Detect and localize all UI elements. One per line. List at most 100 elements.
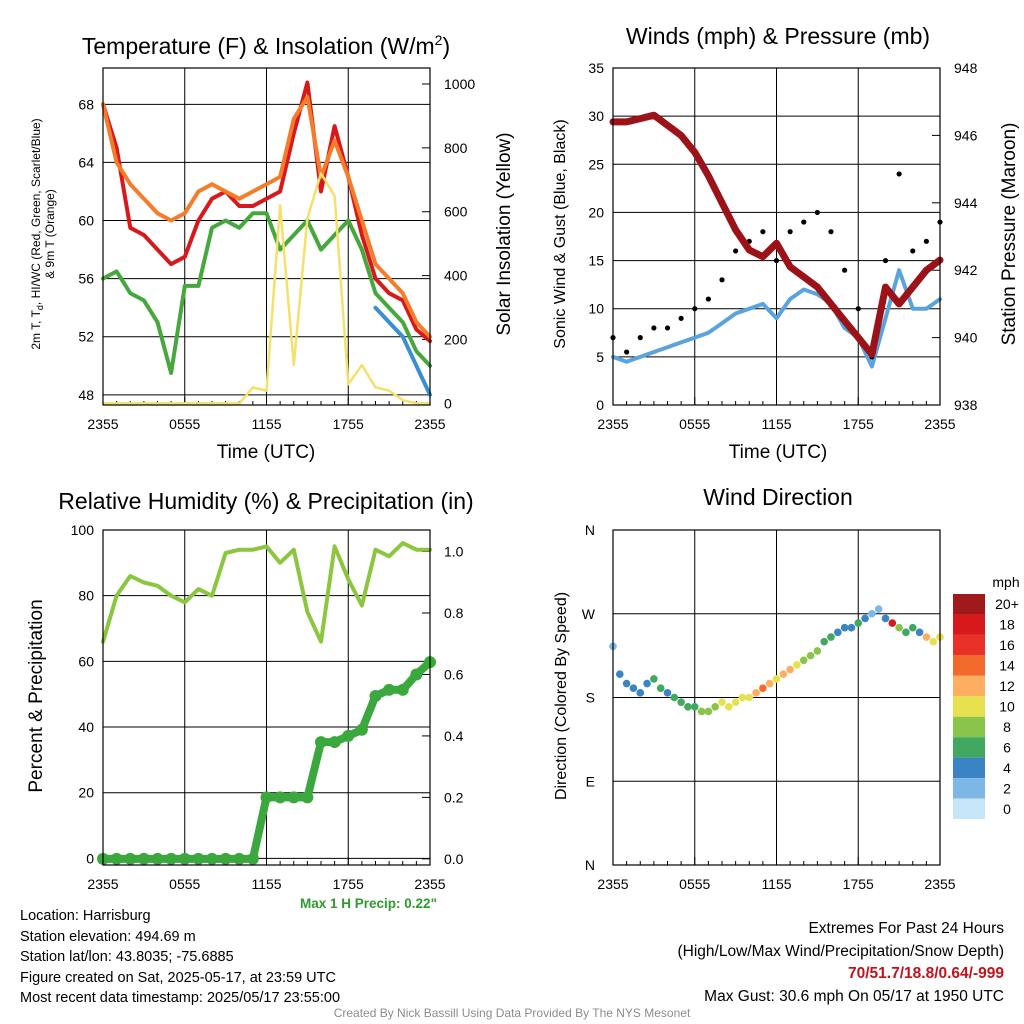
- humidity-panel: Relative Humidity (%) & Precipitation (i…: [26, 488, 474, 793]
- direction-point: [752, 689, 760, 697]
- y-tick-label: 48: [78, 387, 94, 403]
- pressure-axis-label: Station Pressure (Maroon): [999, 123, 1020, 346]
- direction-point: [874, 605, 883, 613]
- direction-point: [908, 623, 917, 632]
- legend-label: 4: [1003, 760, 1011, 776]
- precipitation-point: [137, 852, 150, 865]
- insolation-axis-label: Solar Insolation (Yellow): [494, 132, 515, 335]
- direction-point: [629, 684, 638, 692]
- legend-swatch: [953, 675, 985, 697]
- y-tick-label: 0: [86, 850, 94, 866]
- series-line: [101, 80, 432, 344]
- precipitation-point: [246, 852, 259, 865]
- gust-point: [705, 296, 711, 302]
- extremes-box: Extremes For Past 24 Hours (High/Low/Max…: [678, 918, 1005, 1008]
- direction-point: [806, 651, 815, 660]
- right-tick-label: 200: [444, 332, 468, 348]
- legend-swatch: [953, 614, 985, 635]
- precipitation-point: [301, 791, 314, 804]
- direction-point: [888, 619, 897, 627]
- legend-label: 14: [999, 658, 1015, 674]
- legend-label: 0: [1003, 801, 1011, 817]
- direction-point: [827, 633, 835, 641]
- humidity-axis-label: Percent & Precipitation: [26, 599, 47, 792]
- legend-swatch: [953, 696, 985, 717]
- legend-label: 2: [1003, 780, 1011, 796]
- direction-point: [861, 614, 869, 623]
- wind-axis-label: Sonic Wind & Gust (Blue, Black): [552, 119, 569, 348]
- direction-point: [759, 684, 767, 692]
- max-gust: Max Gust: 30.6 mph On 05/17 at 1950 UTC: [704, 987, 1004, 1005]
- x-tick-label: 2355: [924, 416, 955, 432]
- station-location: Location: Harrisburg: [20, 908, 151, 924]
- gust-point: [882, 257, 889, 264]
- plot-frame: [102, 529, 431, 866]
- y-tick-label: 52: [78, 329, 94, 345]
- x-tick-label: 0555: [679, 876, 710, 892]
- legend-swatch: [953, 737, 985, 758]
- right-tick-label: 0: [444, 395, 452, 411]
- x-tick-label: 1755: [333, 416, 364, 432]
- x-tick-label: 2355: [597, 876, 628, 892]
- series-line: [373, 305, 432, 397]
- direction-point: [677, 698, 685, 706]
- direction-point: [929, 637, 937, 646]
- direction-point: [670, 693, 679, 702]
- station-info: Location: Harrisburg Station elevation: …: [20, 906, 340, 1009]
- direction-point: [840, 623, 849, 632]
- y-tick-label: 60: [78, 653, 94, 669]
- direction-point: [779, 670, 788, 679]
- direction-point: [834, 628, 842, 637]
- precipitation-point: [315, 736, 327, 749]
- y-tick-label: 40: [78, 719, 94, 735]
- temperature-left-axis-label-2: & 9m T (Orange): [43, 189, 57, 279]
- y-tick-label: 68: [78, 96, 94, 112]
- precipitation-point: [219, 852, 232, 865]
- direction-point: [765, 679, 774, 688]
- gust-point: [787, 229, 793, 235]
- legend-swatch: [953, 716, 985, 738]
- figure-created: Figure created on Sat, 2025-05-17, at 23…: [20, 969, 336, 986]
- y-tick-label: 80: [78, 588, 94, 604]
- precipitation-point: [151, 852, 164, 865]
- right-tick-label: 946: [954, 127, 978, 143]
- right-tick-label: 944: [954, 195, 978, 211]
- gust-point: [678, 315, 684, 321]
- wind-direction-panel-title: Wind Direction: [703, 484, 853, 510]
- y-tick-label: 10: [588, 301, 604, 317]
- winds-panel-title: Winds (mph) & Pressure (mb): [626, 23, 930, 49]
- y-tick-label: 25: [588, 156, 604, 172]
- direction-point: [786, 665, 794, 674]
- temperature-panel-title: Temperature (F) & Insolation (W/m2): [82, 32, 450, 59]
- y-tick-label: W: [582, 606, 596, 622]
- series-line: [101, 211, 432, 375]
- legend-swatch: [953, 778, 985, 799]
- speed-legend: 20+ 18 16 14 12 10 8 6 4 2 0: [953, 594, 1019, 819]
- legend-swatch: [953, 634, 985, 656]
- y-tick-label: 56: [78, 271, 94, 287]
- direction-point: [820, 637, 828, 646]
- legend-swatch: [953, 594, 985, 615]
- right-tick-label: 0.2: [444, 789, 464, 805]
- right-tick-label: 400: [444, 268, 468, 284]
- y-tick-label: N: [585, 857, 595, 873]
- y-tick-label: 30: [588, 108, 604, 124]
- precipitation-point: [178, 852, 191, 865]
- series-line: [611, 268, 942, 369]
- extremes-subtitle: (High/Low/Max Wind/Precipitation/Snow De…: [677, 942, 1005, 960]
- right-tick-label: 0.4: [444, 728, 464, 744]
- gust-point: [814, 209, 820, 216]
- direction-point: [650, 675, 658, 683]
- x-tick-label: 2355: [924, 876, 955, 892]
- x-tick-label: 0555: [169, 876, 200, 892]
- direction-point: [895, 623, 903, 632]
- legend-swatch: [953, 798, 985, 819]
- x-tick-label: 1155: [251, 416, 281, 432]
- y-tick-label: 35: [588, 60, 604, 76]
- precipitation-point: [342, 729, 355, 742]
- right-tick-label: 1000: [444, 76, 475, 92]
- winds-panel: Winds (mph) & Pressure (mb) Sonic Wind &…: [552, 23, 1020, 463]
- series-line: [609, 111, 944, 358]
- direction-point: [663, 689, 672, 697]
- legend-label: 16: [999, 637, 1015, 653]
